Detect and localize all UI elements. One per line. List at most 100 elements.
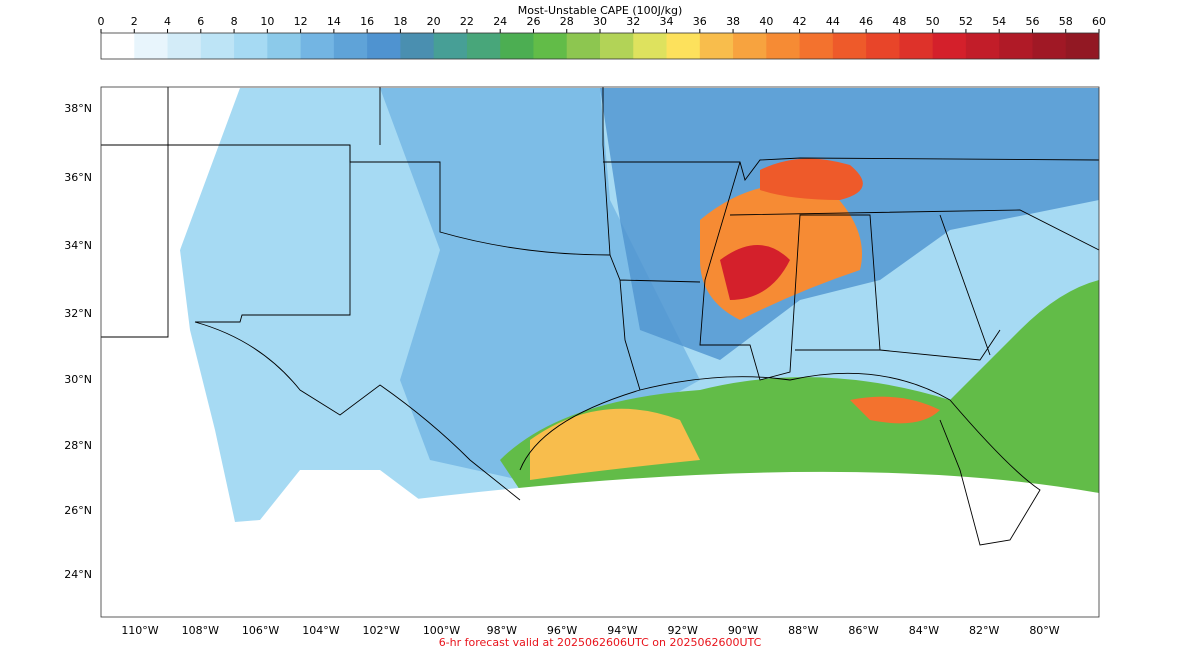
lon-label: 108°W — [182, 624, 219, 637]
map-frame — [100, 86, 1100, 618]
colorbar-tick-label: 36 — [693, 15, 707, 28]
colorbar-tick-label: 20 — [427, 15, 441, 28]
colorbar-bin — [1032, 33, 1067, 59]
colorbar-bin — [633, 33, 668, 59]
colorbar-tick-label: 52 — [959, 15, 973, 28]
cape-tn — [760, 158, 863, 200]
lon-label: 86°W — [848, 624, 878, 637]
colorbar-tick-label: 32 — [626, 15, 640, 28]
state-borders — [101, 87, 1099, 546]
lon-label: 94°W — [607, 624, 637, 637]
colorbar-bin — [999, 33, 1033, 59]
latitude-labels: 38°N 36°N 34°N 32°N 30°N 28°N 26°N 24°N — [64, 102, 92, 581]
map — [100, 86, 1100, 618]
colorbar-tick-label: 48 — [892, 15, 906, 28]
colorbar-tick-label: 40 — [759, 15, 773, 28]
lon-label: 80°W — [1029, 624, 1059, 637]
colorbar-tick-label: 12 — [294, 15, 308, 28]
colorbar-tick-label: 30 — [593, 15, 607, 28]
lon-label: 90°W — [728, 624, 758, 637]
colorbar: 0 2 4 6 8 10 12 14 16 18 20 22 24 26 28 30 32 34 36 38 40 42 4… — [98, 15, 1106, 59]
colorbar-bin — [400, 33, 435, 59]
colorbar-bin — [367, 33, 401, 59]
colorbar-bin — [766, 33, 801, 59]
colorbar-bin — [965, 33, 1000, 59]
colorbar-tick-label: 6 — [197, 15, 204, 28]
colorbar-bin — [466, 33, 501, 59]
colorbar-tick-label: 26 — [526, 15, 540, 28]
colorbar-bin — [1065, 33, 1100, 59]
colorbar-tick-label: 10 — [260, 15, 274, 28]
lat-label: 32°N — [64, 307, 92, 320]
lon-label: 102°W — [363, 624, 400, 637]
colorbar-tick-label: 14 — [327, 15, 341, 28]
colorbar-bin — [433, 33, 468, 59]
lon-label: 82°W — [969, 624, 999, 637]
colorbar-bin — [832, 33, 867, 59]
no-data — [101, 87, 1099, 340]
lat-label: 34°N — [64, 239, 92, 252]
colorbar-tick-label: 56 — [1025, 15, 1039, 28]
colorbar-tick-label: 54 — [992, 15, 1006, 28]
lon-label: 84°W — [909, 624, 939, 637]
lat-label: 38°N — [64, 102, 92, 115]
lon-label: 110°W — [121, 624, 158, 637]
lon-label: 100°W — [423, 624, 460, 637]
colorbar-bin — [932, 33, 967, 59]
lon-label: 88°W — [788, 624, 818, 637]
lon-label: 96°W — [547, 624, 577, 637]
lon-label: 106°W — [242, 624, 279, 637]
colorbar-bin — [866, 33, 900, 59]
lat-label: 24°N — [64, 568, 92, 581]
colorbar-bin — [333, 33, 368, 59]
colorbar-bin — [134, 33, 169, 59]
colorbar-bin — [533, 33, 568, 59]
colorbar-bin — [799, 33, 834, 59]
colorbar-tick-label: 22 — [460, 15, 474, 28]
colorbar-bin — [167, 33, 202, 59]
forecast-note: 6-hr forecast valid at 2025062606UTC on … — [439, 636, 762, 649]
colorbar-tick-label: 8 — [231, 15, 238, 28]
colorbar-bin — [300, 33, 335, 59]
cape-gulf-high — [530, 408, 700, 480]
colorbar-tick-label: 42 — [793, 15, 807, 28]
colorbar-tick-label: 24 — [493, 15, 507, 28]
colorbar-bin — [666, 33, 701, 59]
no-data-south — [101, 471, 1099, 617]
colorbar-tick-label: 2 — [131, 15, 138, 28]
colorbar-tick-label: 16 — [360, 15, 374, 28]
colorbar-tick-label: 4 — [164, 15, 171, 28]
colorbar-title: Most-Unstable CAPE (100J/kg) — [518, 4, 683, 17]
colorbar-bin — [200, 33, 235, 59]
colorbar-bin — [101, 33, 135, 59]
colorbar-tick-label: 0 — [98, 15, 105, 28]
colorbar-bin — [600, 33, 634, 59]
colorbar-frame — [100, 32, 1100, 60]
colorbar-tick-label: 34 — [660, 15, 674, 28]
colorbar-tick-label: 50 — [926, 15, 940, 28]
colorbar-tick-label: 58 — [1059, 15, 1073, 28]
colorbar-tick-label: 60 — [1092, 15, 1106, 28]
lon-label: 98°W — [487, 624, 517, 637]
colorbar-bin — [699, 33, 734, 59]
longitude-labels: 110°W 108°W 106°W 104°W 102°W 100°W 98°W 96°W 94… — [121, 624, 1059, 637]
colorbar-bin — [566, 33, 601, 59]
colorbar-tick-label: 44 — [826, 15, 840, 28]
colorbar-tick-label: 28 — [560, 15, 574, 28]
lat-label: 28°N — [64, 439, 92, 452]
cape-gulf-east — [850, 396, 940, 424]
lat-label: 36°N — [64, 171, 92, 184]
lon-label: 92°W — [668, 624, 698, 637]
colorbar-bin — [733, 33, 767, 59]
lat-label: 26°N — [64, 504, 92, 517]
colorbar-tick-label: 18 — [393, 15, 407, 28]
cape-max — [720, 245, 790, 300]
colorbar-bin — [267, 33, 302, 59]
cape-field-mid — [380, 88, 700, 480]
colorbar-tick-label: 46 — [859, 15, 873, 28]
colorbar-tick-label: 38 — [726, 15, 740, 28]
colorbar-bin — [500, 33, 534, 59]
colorbar-bin — [899, 33, 934, 59]
lat-label: 30°N — [64, 373, 92, 386]
